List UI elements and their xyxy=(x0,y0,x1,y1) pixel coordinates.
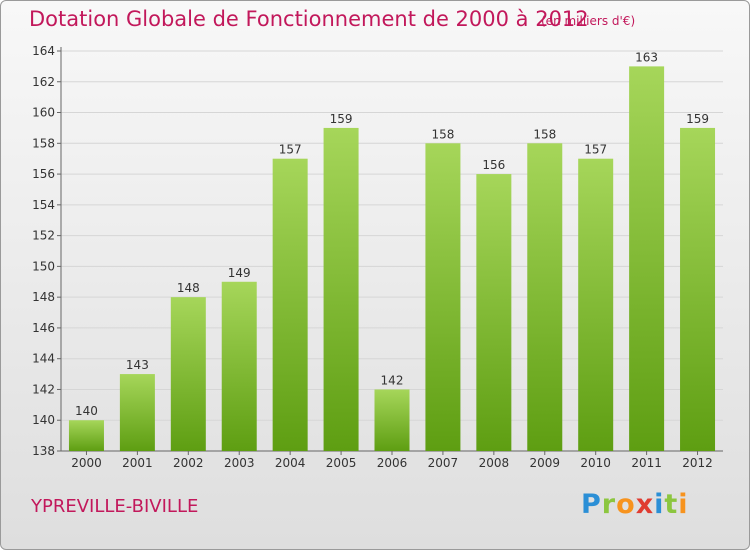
data-label: 156 xyxy=(482,158,505,172)
data-label: 143 xyxy=(126,358,149,372)
chart-subtitle: (en milliers d'€) xyxy=(541,14,636,28)
x-tick-label: 2006 xyxy=(377,456,408,470)
bar xyxy=(527,143,563,452)
bar xyxy=(119,374,155,451)
x-tick-label: 2004 xyxy=(275,456,306,470)
y-tick-label: 142 xyxy=(32,382,55,396)
bar xyxy=(425,143,461,452)
x-tick-label: 2000 xyxy=(71,456,102,470)
data-label: 140 xyxy=(75,404,98,418)
chart-title: Dotation Globale de Fonctionnement de 20… xyxy=(29,7,589,31)
bar xyxy=(680,127,716,451)
logo-letter: o xyxy=(616,489,636,520)
data-label: 159 xyxy=(686,112,709,126)
data-label: 148 xyxy=(177,281,200,295)
x-tick-label: 2010 xyxy=(580,456,611,470)
y-tick-label: 164 xyxy=(32,44,55,58)
y-tick-label: 138 xyxy=(32,444,55,458)
data-label: 149 xyxy=(228,266,251,280)
x-tick-label: 2007 xyxy=(428,456,459,470)
bar xyxy=(221,281,257,451)
data-label: 163 xyxy=(635,50,658,64)
y-tick-label: 150 xyxy=(32,259,55,273)
y-tick-label: 146 xyxy=(32,321,55,335)
y-tick-label: 144 xyxy=(32,352,55,366)
y-tick-label: 152 xyxy=(32,229,55,243)
bar xyxy=(578,158,614,451)
y-tick-label: 156 xyxy=(32,167,55,181)
y-tick-label: 154 xyxy=(32,198,55,212)
y-tick-label: 148 xyxy=(32,290,55,304)
data-label: 157 xyxy=(279,143,302,157)
x-tick-label: 2011 xyxy=(631,456,662,470)
logo-letter: x xyxy=(635,489,655,520)
x-tick-label: 2003 xyxy=(224,456,255,470)
bar xyxy=(323,127,359,451)
x-tick-label: 2005 xyxy=(326,456,357,470)
x-tick-label: 2001 xyxy=(122,456,153,470)
logo-letter: P xyxy=(581,489,602,520)
y-tick-label: 158 xyxy=(32,136,55,150)
logo-letter: r xyxy=(601,489,617,520)
bar xyxy=(476,174,512,452)
x-tick-label: 2009 xyxy=(529,456,560,470)
y-tick-label: 140 xyxy=(32,413,55,427)
data-label: 158 xyxy=(533,127,556,141)
bar xyxy=(68,420,104,451)
x-tick-label: 2008 xyxy=(479,456,510,470)
proxiti-logo: Proxiti xyxy=(581,489,689,520)
data-label: 157 xyxy=(584,143,607,157)
bar xyxy=(170,297,206,451)
data-label: 142 xyxy=(381,373,404,387)
x-tick-label: 2002 xyxy=(173,456,204,470)
bar xyxy=(629,66,665,451)
logo-letter: i xyxy=(678,489,689,520)
logo-letter: t xyxy=(664,489,679,520)
bar xyxy=(374,389,410,451)
x-tick-label: 2012 xyxy=(682,456,713,470)
data-label: 159 xyxy=(330,112,353,126)
commune-name: YPREVILLE-BIVILLE xyxy=(31,496,199,517)
logo-letter: i xyxy=(654,489,665,520)
bar xyxy=(272,158,308,451)
data-label: 158 xyxy=(431,127,454,141)
y-tick-label: 160 xyxy=(32,106,55,120)
y-tick-label: 162 xyxy=(32,75,55,89)
